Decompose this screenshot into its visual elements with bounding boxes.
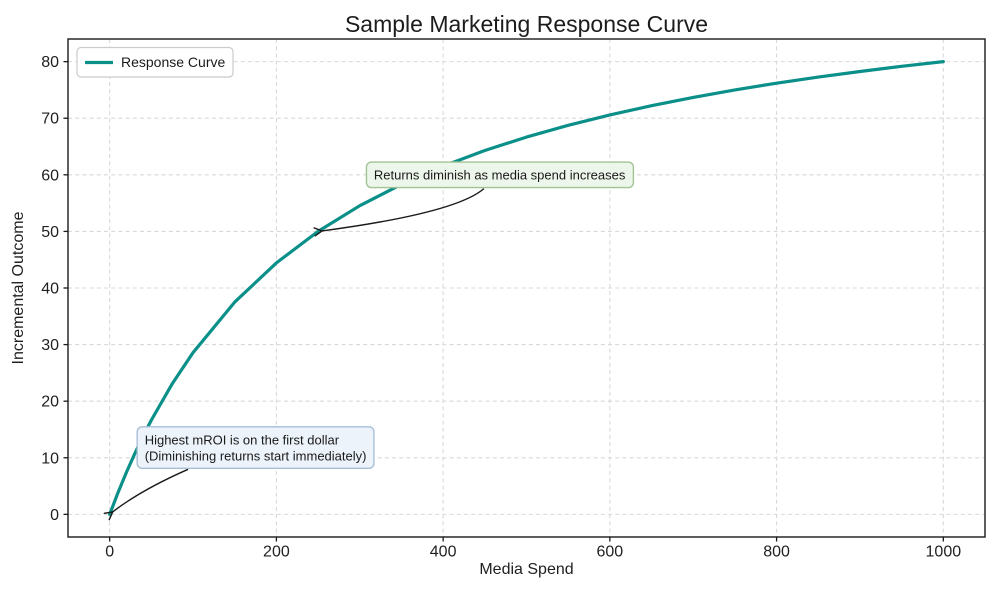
x-tick-label: 400 <box>430 544 457 561</box>
ticks <box>63 60 944 542</box>
y-tick-label: 80 <box>41 54 59 71</box>
x-tick-label: 0 <box>105 544 114 561</box>
x-axis-label: Media Spend <box>479 561 574 578</box>
x-tick-label: 600 <box>597 544 624 561</box>
annotation-2-box <box>136 426 375 470</box>
y-tick-label: 40 <box>41 281 59 298</box>
y-tick-label: 70 <box>41 111 59 128</box>
y-tick-label: 60 <box>41 167 59 184</box>
annotation-1-box <box>365 161 635 189</box>
annotation-1: Returns diminish as media spend increase… <box>313 161 635 237</box>
annotation-2-arrow <box>103 468 189 521</box>
x-tick-label: 1000 <box>926 544 962 561</box>
annotation-1-text: Returns diminish as media spend increase… <box>374 168 626 183</box>
y-tick-label: 0 <box>50 507 59 524</box>
y-tick-label: 30 <box>41 337 59 354</box>
y-tick-label: 20 <box>41 394 59 411</box>
x-tick-label: 200 <box>263 544 290 561</box>
chart-title: Sample Marketing Response Curve <box>344 11 709 37</box>
y-tick-label: 10 <box>41 450 59 467</box>
annotation-2: Highest mROI is on the first dollar (Dimi… <box>103 426 375 521</box>
legend: Response Curve <box>76 46 234 78</box>
x-tick-label: 800 <box>763 544 790 561</box>
annotation-1-arrow <box>313 188 485 237</box>
x-tick-labels: 0 200 400 600 800 1000 <box>105 544 961 561</box>
grid <box>68 39 985 537</box>
y-tick-label: 50 <box>41 224 59 241</box>
annotation-2-text: Highest mROI is on the first dollar (Dimi… <box>145 432 367 463</box>
legend-box <box>76 46 234 78</box>
legend-label: Response Curve <box>121 54 225 70</box>
y-tick-labels: 0 10 20 30 40 50 60 70 80 <box>41 54 59 524</box>
